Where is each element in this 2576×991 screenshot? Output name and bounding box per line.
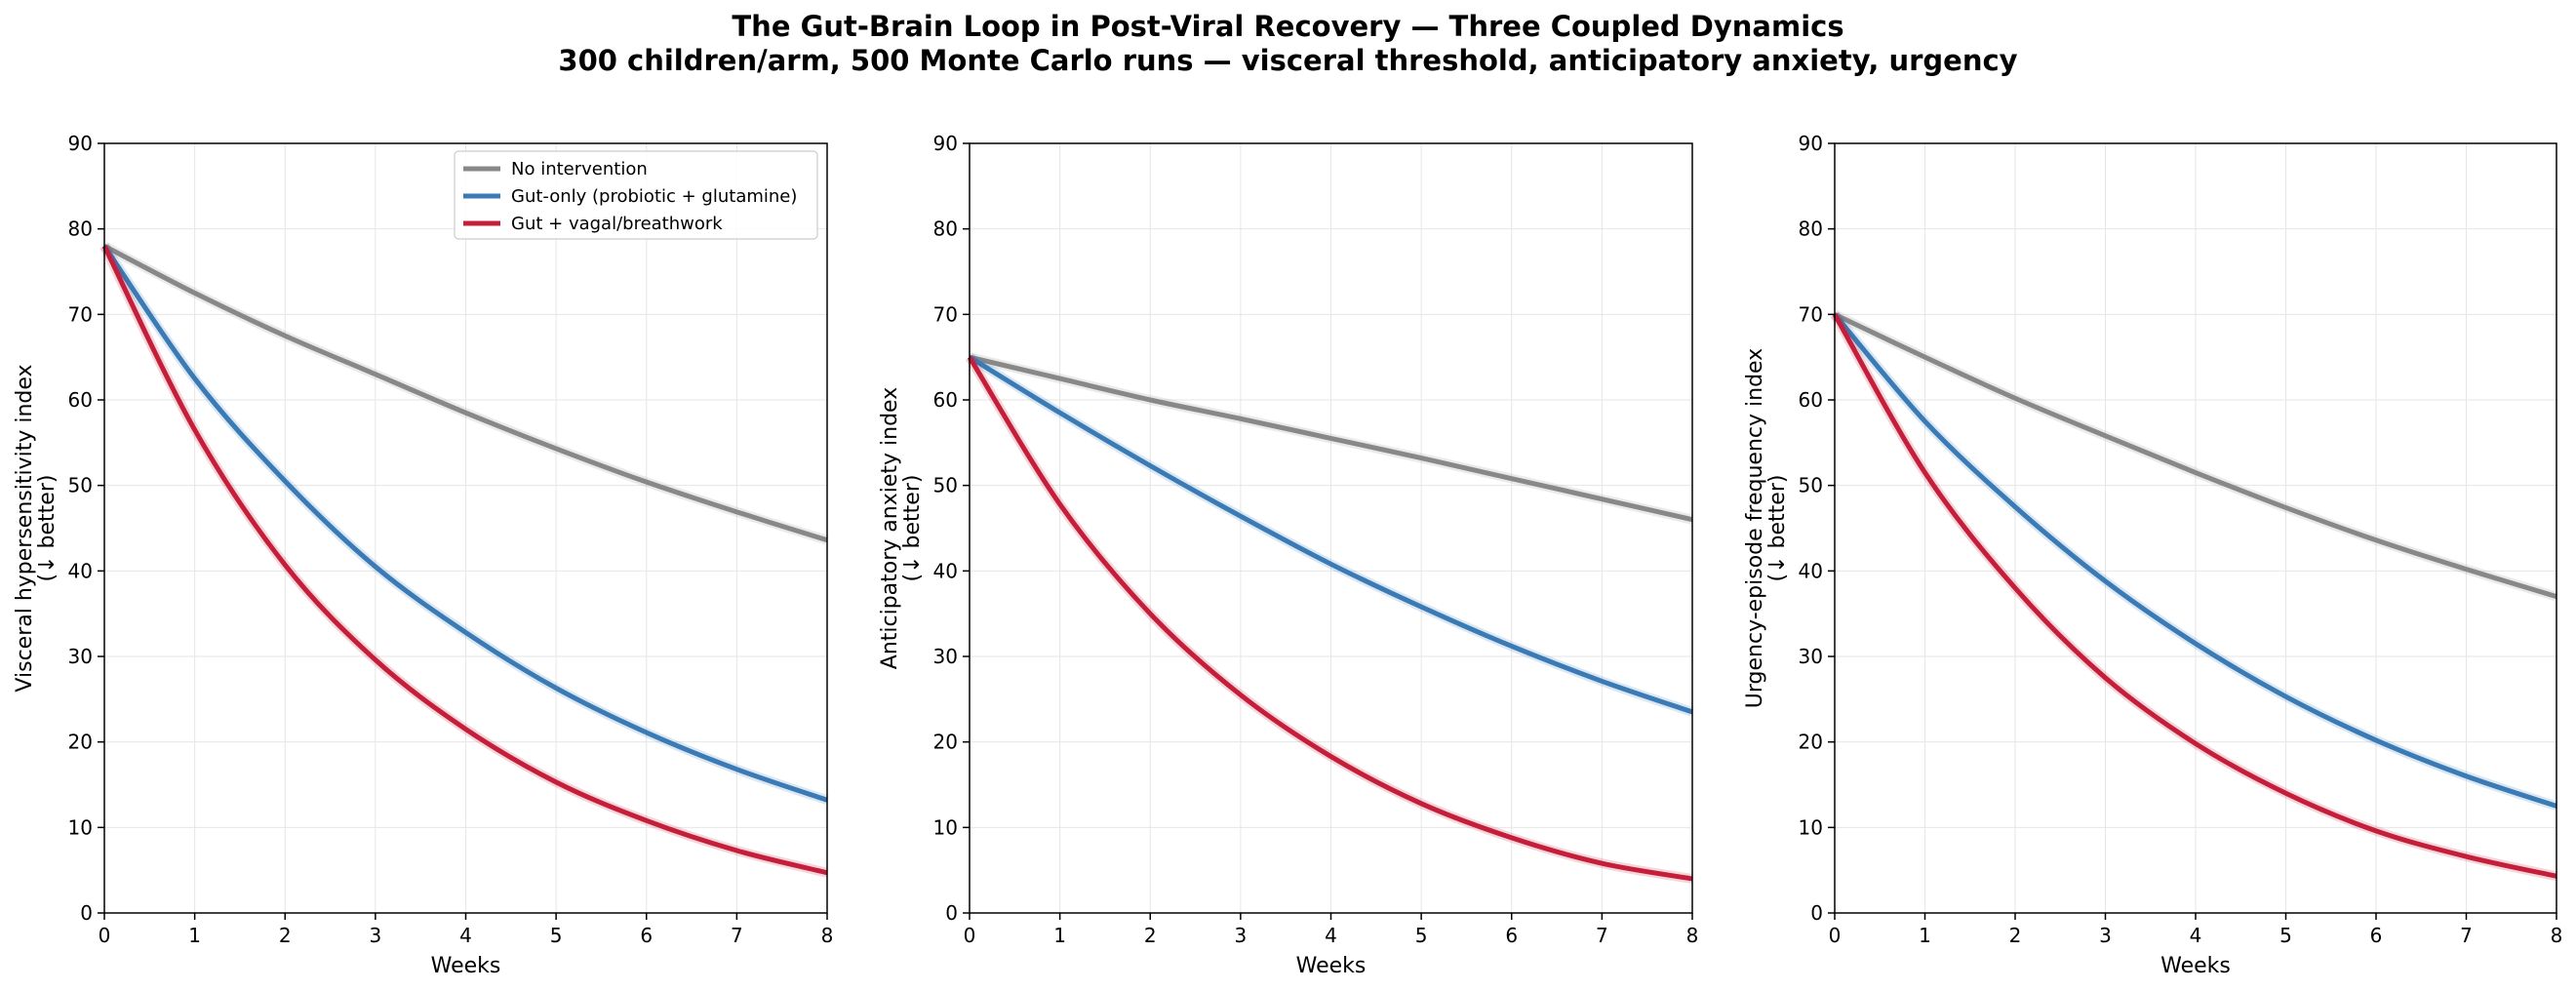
y-axis-label: Anticipatory anxiety index [878,387,902,669]
y-tick-label: 0 [80,901,93,925]
x-tick-label: 0 [99,924,111,947]
y-tick-label: 90 [68,132,93,155]
x-tick-label: 5 [2279,924,2292,947]
x-tick-label: 1 [1053,924,1066,947]
y-axis-label: Urgency-episode frequency index [1743,348,1767,708]
chart-panel-2: 0 1 2 3 4 5 6 7 80102030405060708090WeeksAnticip… [878,132,1698,978]
x-axis-label: Weeks [431,954,501,978]
y-tick-label: 80 [1799,218,1823,241]
x-tick-label: 4 [459,924,472,947]
y-tick-label: 40 [68,559,93,582]
y-tick-label: 20 [1799,731,1823,754]
x-tick-label: 2 [1144,924,1157,947]
x-tick-label: 3 [1235,924,1248,947]
y-tick-label: 80 [933,218,958,241]
y-axis-label: Visceral hypersensitivity index [13,364,37,692]
y-axis-label-note: (↓ better) [1765,475,1790,582]
chart-panel-3: 0 1 2 3 4 5 6 7 80102030405060708090WeeksUrgency… [1743,132,2562,978]
x-tick-label: 6 [640,924,653,947]
x-tick-label: 4 [1325,924,1337,947]
series-line-3 [1832,313,2557,879]
x-tick-label: 0 [964,924,976,947]
figure-title: The Gut-Brain Loop in Post-Viral Recover… [0,10,2576,78]
y-tick-label: 10 [933,815,958,839]
x-tick-label: 8 [1686,924,1699,947]
y-tick-label: 50 [68,474,93,497]
x-tick-label: 5 [1415,924,1428,947]
x-tick-label: 3 [2099,924,2112,947]
x-tick-label: 2 [279,924,292,947]
x-tick-label: 8 [821,924,834,947]
y-tick-label: 90 [933,132,958,155]
series-line-2 [1833,312,2557,809]
y-tick-label: 60 [1799,388,1823,412]
y-tick-label: 70 [68,302,93,326]
x-tick-label: 0 [1829,924,1842,947]
y-tick-label: 60 [68,388,93,412]
series-line-1 [1833,312,2557,600]
series-line-2 [101,244,828,803]
x-tick-label: 7 [731,924,743,947]
x-tick-label: 6 [1505,924,1518,947]
y-axis-label-note: (↓ better) [900,475,925,582]
x-tick-label: 6 [2370,924,2383,947]
x-tick-label: 3 [370,924,382,947]
series-line-3 [101,245,828,876]
y-tick-label: 30 [68,645,93,668]
x-tick-label: 2 [2009,924,2022,947]
series-line-3 [967,355,1693,882]
y-tick-label: 70 [1799,302,1823,326]
y-tick-label: 40 [1799,559,1823,582]
x-tick-label: 7 [1596,924,1608,947]
x-tick-label: 5 [550,924,563,947]
y-tick-label: 0 [1810,901,1823,925]
y-axis-label-note: (↓ better) [35,475,59,582]
y-tick-label: 10 [68,815,93,839]
legend-box [454,150,818,240]
y-tick-label: 70 [933,302,958,326]
y-tick-label: 20 [933,731,958,754]
y-tick-label: 40 [933,559,958,582]
y-tick-label: 60 [933,388,958,412]
chart-panel-1: 0 1 2 3 4 5 6 7 80102030405060708090WeeksViscera… [13,132,833,978]
x-axis-label: Weeks [1296,954,1367,978]
x-tick-label: 7 [2460,924,2473,947]
series-line-2 [968,355,1693,715]
x-tick-label: 1 [1919,924,1931,947]
x-axis-label: Weeks [2160,954,2231,978]
series-line-1 [969,354,1693,523]
series-line-1 [102,243,828,543]
figure-title-line-1: The Gut-Brain Loop in Post-Viral Recover… [732,10,1844,43]
y-tick-label: 20 [68,731,93,754]
y-tick-label: 10 [1799,815,1823,839]
figure-subtitle-line-2: 300 children/arm, 500 Monte Carlo runs —… [558,44,2018,77]
y-tick-label: 0 [945,901,958,925]
x-tick-label: 8 [2551,924,2563,947]
y-tick-label: 80 [68,218,93,241]
x-tick-label: 4 [2190,924,2202,947]
y-tick-label: 90 [1799,132,1823,155]
y-tick-label: 50 [933,474,958,497]
y-tick-label: 50 [1799,474,1823,497]
y-tick-label: 30 [933,645,958,668]
legend-label-3: Gut + vagal/breathwork [511,214,723,234]
y-tick-label: 30 [1799,645,1823,668]
legend-label-2: Gut-only (probiotic + glutamine) [511,186,797,207]
legend: No intervention Gut-only (probiotic + glu… [454,150,818,240]
legend-label-1: No intervention [511,159,648,179]
x-tick-label: 1 [188,924,201,947]
